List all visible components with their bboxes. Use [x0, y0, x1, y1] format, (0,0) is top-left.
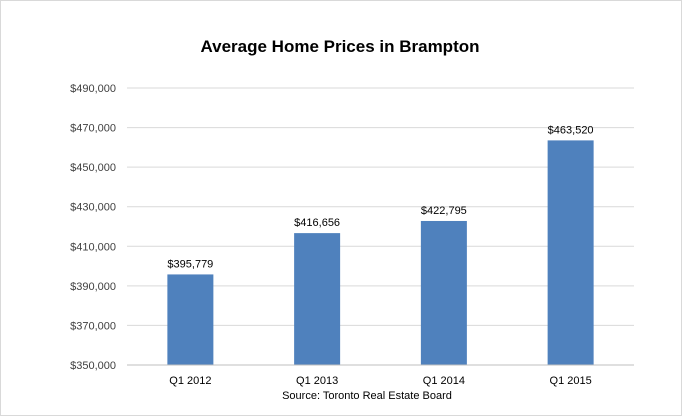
y-tick-label: $350,000 — [70, 360, 116, 372]
y-tick-label: $390,000 — [70, 281, 116, 293]
chart-title: Average Home Prices in Brampton — [200, 37, 479, 56]
x-axis-ticks: Q1 2012 Q1 2013 Q1 2014 Q1 2015 — [169, 375, 591, 387]
y-tick-label: $410,000 — [70, 241, 116, 253]
x-tick-label: Q1 2012 — [169, 375, 211, 387]
y-axis-ticks: $350,000 $370,000 $390,000 $410,000 $430,000… — [70, 83, 116, 372]
data-label: $395,779 — [167, 258, 213, 270]
y-tick-label: $370,000 — [70, 320, 116, 332]
y-tick-label: $470,000 — [70, 123, 116, 135]
bar — [294, 233, 341, 365]
bar — [547, 140, 594, 365]
data-label: $416,656 — [294, 217, 340, 229]
y-tick-label: $430,000 — [70, 202, 116, 214]
y-tick-label: $490,000 — [70, 83, 116, 95]
bar — [167, 274, 214, 365]
x-tick-label: Q1 2014 — [423, 375, 465, 387]
x-tick-label: Q1 2015 — [550, 375, 592, 387]
bars — [167, 140, 594, 365]
data-label: $463,520 — [548, 124, 594, 136]
y-tick-label: $450,000 — [70, 162, 116, 174]
bar — [420, 220, 467, 365]
x-axis-title: Source: Toronto Real Estate Board — [282, 390, 452, 402]
x-tick-label: Q1 2013 — [296, 375, 338, 387]
data-labels: $395,779 $416,656 $422,795 $463,520 — [167, 124, 593, 270]
data-label: $422,795 — [421, 205, 467, 217]
